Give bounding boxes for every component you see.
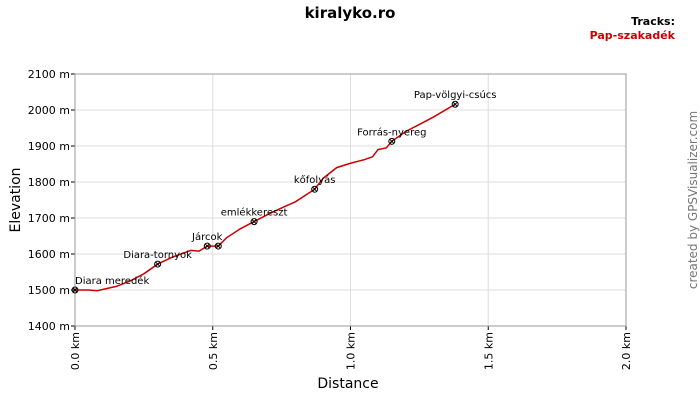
y-tick-label: 1600 m [28,248,70,261]
chart-title: kiralyko.ro [305,4,396,22]
waypoint-label: Diara meredék [75,275,149,287]
waypoint-cross [155,261,161,267]
waypoint-cross [72,287,78,293]
waypoint-label: Pap-völgyi-csúcs [414,89,497,101]
waypoint-cross [204,243,210,249]
elevation-line [75,103,456,292]
waypoint [250,218,258,226]
plot-border [74,73,627,327]
y-tick-label: 1400 m [28,320,70,333]
waypoint-cross [215,243,221,249]
credit: created by GPSVisualizer.com [686,111,700,289]
waypoint [71,286,79,294]
x-tick-label: 2.0 km [620,332,633,370]
waypoint-label: Forrás-nyereg [357,126,426,138]
x-tick-label: 1.5 km [482,332,495,370]
waypoint-cross [251,219,257,224]
legend-entry: Pap-szakadék [590,29,676,42]
waypoint [154,260,162,268]
x-tick-label: 1.0 km [345,332,358,370]
waypoint-label: kőfolyás [294,174,336,186]
waypoint [311,185,319,193]
waypoint-cross [452,101,458,107]
y-tick-label: 2100 m [28,68,70,81]
legend-title: Tracks: [631,15,675,28]
waypoint-label: Járcok [191,231,223,243]
waypoint-cross [312,186,318,192]
y-tick-label: 1500 m [28,284,70,297]
x-tick-label: 0.0 km [69,332,82,370]
y-tick-label: 1700 m [28,212,70,225]
waypoint-label: Diara-tornyok [123,250,192,261]
y-tick-label: 1800 m [28,176,70,189]
x-tick-label: 0.5 km [207,332,220,370]
waypoint-label: emlékkereszt [221,207,288,219]
waypoint-cross [389,138,395,144]
waypoint [214,242,222,250]
waypoint [451,100,459,108]
y-tick-label: 2000 m [28,104,70,117]
y-tick-label: 1900 m [28,140,70,153]
y-axis-label: Elevation [8,167,24,232]
waypoint [388,137,396,145]
waypoint [203,242,211,250]
x-axis-label: Distance [317,376,378,392]
